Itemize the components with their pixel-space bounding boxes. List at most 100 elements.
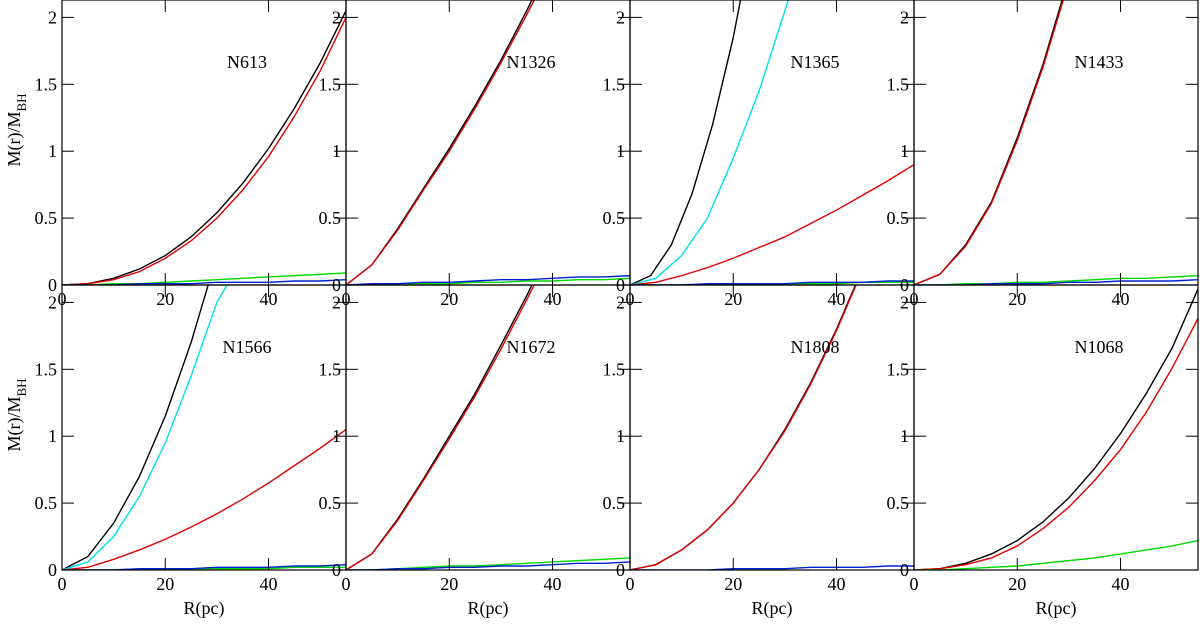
y-tick-label: 1 xyxy=(616,141,625,161)
y-tick-label: 1 xyxy=(48,141,57,161)
series-line xyxy=(62,10,346,285)
series-line xyxy=(914,0,1064,285)
x-tick-label: 20 xyxy=(440,574,458,594)
y-label-main: M(r)/M xyxy=(4,397,25,452)
series-line xyxy=(630,0,789,285)
y-tick-label: 1.5 xyxy=(35,74,58,94)
y-tick-label: 0.5 xyxy=(603,208,626,228)
series-line xyxy=(914,274,1198,285)
x-tick-label: 20 xyxy=(156,289,174,309)
y-tick-label: 1.5 xyxy=(319,74,342,94)
x-tick-label: 0 xyxy=(626,574,635,594)
y-tick-label: 0.5 xyxy=(603,493,626,513)
x-tick-label: 20 xyxy=(440,289,458,309)
plot-area xyxy=(62,285,346,570)
series-line xyxy=(914,318,1198,570)
x-axis-label: R(pc) xyxy=(752,598,793,619)
y-tick-label: 1 xyxy=(616,426,625,446)
series-line xyxy=(914,288,1198,570)
x-tick-label: 0 xyxy=(58,574,67,594)
panel-frame xyxy=(61,0,347,286)
y-tick-label: 2 xyxy=(900,7,909,27)
panel-title: N1068 xyxy=(1075,337,1124,357)
series-line xyxy=(630,285,857,570)
y-tick-label: 2 xyxy=(332,292,341,312)
y-tick-label: 2 xyxy=(48,292,57,312)
x-axis-label: R(pc) xyxy=(1036,598,1077,619)
y-tick-label: 0 xyxy=(332,560,341,580)
x-tick-label: 40 xyxy=(544,574,562,594)
series-line xyxy=(62,563,346,570)
y-axis-label: M(r)/MBH xyxy=(4,93,29,166)
x-tick-label: 40 xyxy=(1112,289,1130,309)
plot-area xyxy=(346,0,630,285)
plot-area xyxy=(914,288,1198,570)
panel-title: N1566 xyxy=(223,337,272,357)
x-tick-label: 0 xyxy=(910,574,919,594)
y-tick-label: 1.5 xyxy=(319,359,342,379)
series-line xyxy=(62,17,346,285)
y-tick-label: 2 xyxy=(48,7,57,27)
y-tick-label: 1.5 xyxy=(887,74,910,94)
series-line xyxy=(346,0,535,285)
series-line xyxy=(62,285,209,570)
panel-frame xyxy=(913,284,1199,571)
x-tick-label: 20 xyxy=(724,574,742,594)
series-line xyxy=(62,278,346,285)
panel-title: N1808 xyxy=(791,337,840,357)
y-tick-label: 0.5 xyxy=(887,208,910,228)
y-tick-label: 0.5 xyxy=(319,208,342,228)
y-tick-label: 1.5 xyxy=(35,359,58,379)
series-line xyxy=(62,428,346,570)
y-label-sub: BH xyxy=(14,93,29,111)
series-line xyxy=(346,274,630,285)
y-tick-label: 0.5 xyxy=(35,208,58,228)
y-tick-label: 0.5 xyxy=(319,493,342,513)
x-tick-label: 40 xyxy=(828,574,846,594)
series-line xyxy=(62,285,228,570)
plot-area xyxy=(630,0,914,285)
x-tick-label: 40 xyxy=(828,289,846,309)
panel-frame xyxy=(913,0,1199,286)
y-tick-label: 1 xyxy=(332,426,341,446)
panel-title: N1326 xyxy=(507,52,556,72)
y-axis-label: M(r)/MBH xyxy=(4,378,29,451)
x-tick-label: 20 xyxy=(724,289,742,309)
y-tick-label: 1.5 xyxy=(603,74,626,94)
series-line xyxy=(630,163,914,285)
series-line xyxy=(914,278,1198,285)
series-line xyxy=(630,285,857,570)
y-tick-label: 2 xyxy=(616,7,625,27)
x-tick-label: 40 xyxy=(260,289,278,309)
y-tick-label: 2 xyxy=(332,7,341,27)
x-axis-label: R(pc) xyxy=(184,598,225,619)
x-tick-label: 0 xyxy=(342,574,351,594)
y-tick-label: 0 xyxy=(48,275,57,295)
x-tick-label: 40 xyxy=(544,289,562,309)
y-tick-label: 2 xyxy=(616,292,625,312)
y-tick-label: 0 xyxy=(48,560,57,580)
y-label-main: M(r)/M xyxy=(4,112,25,167)
panel-title: N613 xyxy=(227,52,267,72)
plot-area xyxy=(914,0,1198,285)
plot-area xyxy=(630,285,914,570)
series-line xyxy=(346,285,535,570)
series-line xyxy=(62,272,346,285)
panel-title: N1365 xyxy=(791,52,840,72)
x-tick-label: 40 xyxy=(260,574,278,594)
y-tick-label: 1 xyxy=(332,141,341,161)
y-tick-label: 0 xyxy=(900,560,909,580)
y-tick-label: 0.5 xyxy=(887,493,910,513)
y-tick-label: 1 xyxy=(48,426,57,446)
y-tick-label: 1.5 xyxy=(603,359,626,379)
x-axis-label: R(pc) xyxy=(468,598,509,619)
series-line xyxy=(630,565,914,570)
y-tick-label: 1.5 xyxy=(887,359,910,379)
panel-frame xyxy=(345,284,631,571)
series-line xyxy=(630,0,742,285)
series-line xyxy=(914,0,1063,285)
panel-title: N1433 xyxy=(1075,52,1124,72)
plot-area xyxy=(62,10,346,285)
